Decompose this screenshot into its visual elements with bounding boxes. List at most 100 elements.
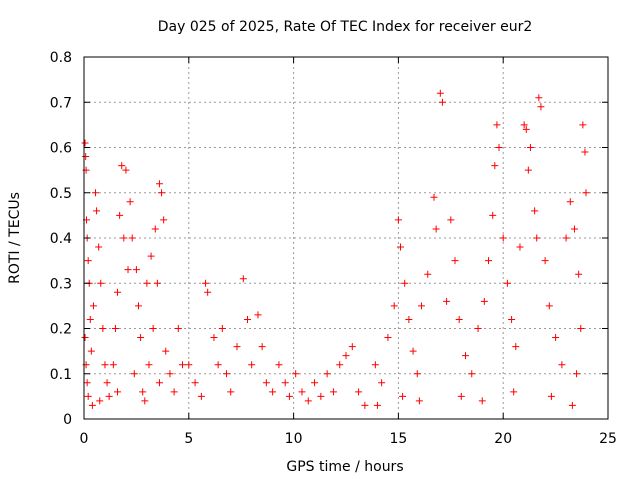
y-tick-label: 0.8	[50, 50, 72, 66]
data-point	[210, 334, 218, 342]
data-point	[336, 361, 344, 369]
data-point	[89, 302, 97, 310]
data-point	[541, 257, 549, 265]
data-point	[155, 379, 163, 387]
data-point	[396, 243, 404, 251]
data-point	[197, 392, 205, 400]
data-point	[111, 325, 119, 332]
data-point	[413, 370, 421, 378]
data-point	[384, 334, 392, 342]
data-point	[124, 266, 132, 274]
data-point	[491, 162, 499, 170]
data-point	[162, 347, 170, 355]
data-point	[493, 121, 501, 129]
data-point	[153, 279, 161, 287]
x-tick-label: 0	[80, 431, 89, 447]
data-point	[568, 401, 576, 409]
x-tick-label: 25	[599, 431, 617, 447]
data-point	[105, 392, 113, 400]
data-point	[92, 189, 100, 197]
y-tick-label: 0	[63, 412, 72, 428]
data-point	[128, 234, 136, 242]
data-point	[342, 352, 350, 360]
data-point	[432, 225, 440, 233]
data-point	[116, 211, 124, 219]
data-point	[170, 388, 178, 396]
data-point	[522, 125, 530, 133]
data-point	[581, 148, 589, 156]
data-point	[114, 288, 122, 296]
y-tick-label: 0.4	[50, 231, 72, 247]
data-point	[430, 193, 438, 201]
data-point	[298, 388, 306, 396]
data-point	[401, 279, 409, 287]
data-point	[130, 370, 138, 378]
data-point	[378, 379, 386, 387]
data-point	[443, 297, 451, 305]
data-point	[317, 392, 325, 400]
data-point	[254, 311, 262, 319]
data-point	[191, 379, 199, 387]
data-point	[84, 257, 92, 265]
data-point	[83, 379, 91, 387]
data-point	[132, 266, 140, 274]
data-point	[233, 343, 241, 351]
data-points	[81, 89, 590, 409]
data-point	[93, 207, 101, 215]
data-point	[109, 361, 117, 369]
data-point	[139, 388, 147, 396]
data-point	[166, 370, 174, 378]
y-axis-label: ROTI / TECUs	[7, 192, 23, 284]
x-tick-label: 20	[494, 431, 512, 447]
y-tick-labels: 0 0.1 0.2 0.3 0.4 0.5 0.6 0.7 0.8	[50, 50, 72, 428]
data-point	[575, 270, 583, 278]
data-point	[134, 302, 142, 310]
data-point	[461, 352, 469, 360]
data-point	[577, 325, 585, 332]
data-point	[573, 370, 581, 378]
y-tick-label: 0.2	[50, 322, 72, 338]
data-point	[371, 361, 379, 369]
data-point	[405, 315, 413, 323]
data-point	[524, 166, 532, 174]
data-point	[81, 334, 89, 342]
x-tick-labels: 0 5 10 15 20 25	[80, 431, 617, 447]
data-point	[311, 379, 319, 387]
data-point	[480, 297, 488, 305]
data-point	[329, 388, 337, 396]
data-point	[122, 166, 130, 174]
data-point	[174, 325, 182, 332]
data-point	[570, 225, 578, 233]
data-point	[227, 388, 235, 396]
data-point	[457, 392, 465, 400]
data-point	[582, 189, 590, 197]
data-point	[390, 302, 398, 310]
data-point	[239, 275, 247, 283]
data-point	[533, 234, 541, 242]
x-tick-label: 10	[285, 431, 303, 447]
data-point	[558, 361, 566, 369]
y-tick-label: 0.7	[50, 95, 72, 111]
data-point	[155, 180, 163, 188]
data-point	[436, 89, 444, 97]
chart-title: Day 025 of 2025, Rate Of TEC Index for r…	[158, 19, 533, 35]
data-point	[566, 198, 574, 206]
x-tick-label: 15	[389, 431, 407, 447]
data-point	[269, 388, 277, 396]
data-point	[499, 234, 507, 242]
data-point	[81, 139, 89, 147]
data-point	[424, 270, 432, 278]
data-point	[137, 334, 145, 342]
data-point	[409, 347, 417, 355]
data-point	[158, 189, 166, 197]
data-point	[87, 347, 95, 355]
data-point	[218, 325, 226, 332]
data-point	[95, 243, 103, 251]
data-point	[243, 315, 251, 323]
data-point	[101, 361, 109, 369]
data-point	[285, 392, 293, 400]
data-point	[537, 103, 545, 111]
data-point	[520, 121, 528, 129]
data-point	[526, 144, 534, 151]
